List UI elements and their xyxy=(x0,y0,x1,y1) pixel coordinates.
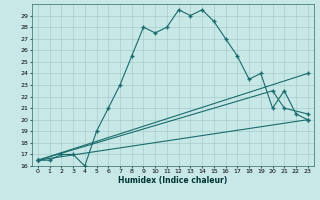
X-axis label: Humidex (Indice chaleur): Humidex (Indice chaleur) xyxy=(118,176,228,185)
